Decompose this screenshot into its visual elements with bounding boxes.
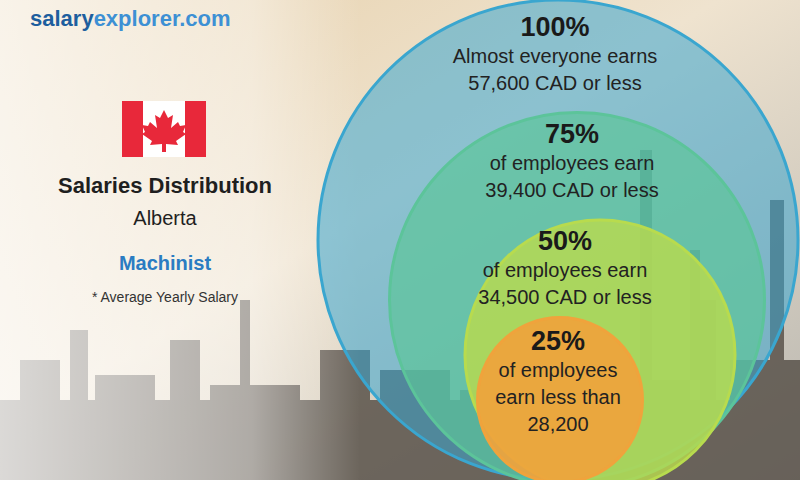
percentile-circle xyxy=(478,318,643,480)
caption: earn less than xyxy=(495,386,621,408)
percentile-label: 100% xyxy=(520,12,589,42)
caption: Almost everyone earns xyxy=(453,45,658,67)
caption: of employees xyxy=(499,359,618,381)
left-panel xyxy=(0,0,360,480)
subtitle: Alberta xyxy=(133,207,197,229)
chart: salaryexplorer.com Salaries Distribution A… xyxy=(0,0,800,480)
flag-band xyxy=(122,101,143,157)
site-name: salaryexplorer.com xyxy=(30,6,231,31)
flag-band xyxy=(185,101,206,157)
flag-field xyxy=(122,101,206,157)
caption: of employees earn xyxy=(490,152,655,174)
value-label: 34,500 CAD or less xyxy=(478,286,651,308)
site-part: explorer.com xyxy=(94,6,231,31)
site-part: salary xyxy=(30,6,94,31)
caption: of employees earn xyxy=(483,259,648,281)
percentile-label: 50% xyxy=(538,226,592,256)
maple-leaf xyxy=(142,110,186,152)
value-label: 57,600 CAD or less xyxy=(468,72,641,94)
title: Salaries Distribution xyxy=(58,173,272,198)
job-title: Machinist xyxy=(119,252,212,274)
circles xyxy=(318,0,798,480)
circle-labels: 100% Almost everyone earns 57,600 CAD or l… xyxy=(453,12,659,435)
flag xyxy=(122,101,206,157)
percentile-circle xyxy=(465,220,735,480)
percentile-label: 25% xyxy=(531,326,585,356)
percentile-label: 75% xyxy=(545,119,599,149)
note: * Average Yearly Salary xyxy=(92,289,238,305)
value-label: 39,400 CAD or less xyxy=(485,179,658,201)
value-label: 28,200 xyxy=(527,413,588,435)
